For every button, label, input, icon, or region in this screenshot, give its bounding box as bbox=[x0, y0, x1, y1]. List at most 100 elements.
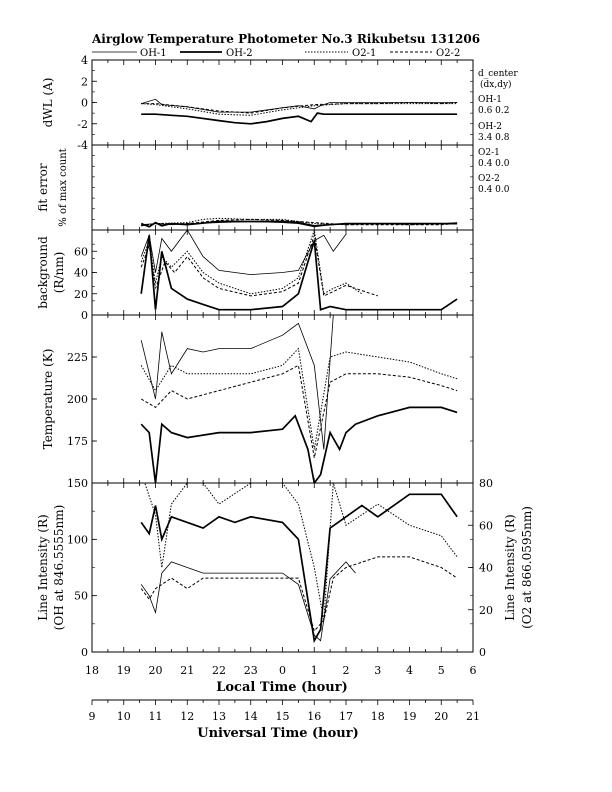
panel-temperature: 175 200 225 Temperature (K) bbox=[41, 314, 474, 484]
universal-time-tick-label: 13 bbox=[212, 710, 226, 723]
universal-time-tick-label: 14 bbox=[244, 710, 258, 723]
y-tick-label-line_intensity: 150 bbox=[67, 477, 88, 490]
universal-time-tick-label: 11 bbox=[149, 710, 163, 723]
universal-time-tick-label: 20 bbox=[434, 710, 448, 723]
side-info-value-oh-2: 3.4 0.8 bbox=[478, 133, 510, 143]
y-tick-label-background: 20 bbox=[74, 288, 88, 301]
side-info-name-o2-1: O2-1 bbox=[478, 148, 500, 158]
panel-dwl: -4 -2 0 2 4 dWL (A) bbox=[41, 54, 474, 152]
panel-frame-line_intensity bbox=[91, 482, 474, 653]
legend-label-o2-2: O2-2 bbox=[436, 48, 460, 59]
universal-time-tick-label: 18 bbox=[371, 710, 385, 723]
series-line-temperature-o2-2 bbox=[140, 364, 458, 458]
y-axis-label-background: background bbox=[36, 236, 50, 309]
series-line-line_intensity-oh-2 bbox=[140, 493, 458, 644]
local-time-tick-label: 4 bbox=[406, 664, 413, 677]
local-time-axis-label: Local Time (hour) bbox=[216, 680, 348, 695]
y-tick-label-right-line_intensity: 0 bbox=[479, 646, 486, 659]
universal-time-tick-label: 17 bbox=[339, 710, 353, 723]
y-tick-label-background: 60 bbox=[74, 245, 88, 258]
local-time-tick-label: 2 bbox=[343, 664, 350, 677]
local-time-tick-label: 5 bbox=[438, 664, 445, 677]
series-line-background-o2-2 bbox=[140, 235, 378, 297]
series-line-line_intensity-o2-2 bbox=[140, 556, 458, 632]
y-tick-label-temperature: 200 bbox=[67, 393, 88, 406]
y-axis-label-temperature: Temperature (K) bbox=[41, 349, 55, 450]
local-time-tick-label: 19 bbox=[117, 664, 131, 677]
universal-time-tick-label: 21 bbox=[466, 710, 480, 723]
local-time-tick-labels: 18 19 20 21 22 23 0 1 2 3 4 5 6 bbox=[85, 664, 477, 677]
series-line-dwl-oh-1 bbox=[141, 98, 458, 113]
universal-time-tick-label: 12 bbox=[180, 710, 194, 723]
y-tick-label-right-line_intensity: 40 bbox=[479, 562, 493, 575]
side-info-title: d_center bbox=[478, 69, 518, 79]
series-line-fit_error-o2-1 bbox=[141, 217, 458, 227]
y-axis-sublabel-line_intensity: (OH at 846.5555nm) bbox=[52, 505, 66, 631]
series-line-background-oh-2 bbox=[140, 235, 458, 311]
series-line-fit_error-o2-2 bbox=[141, 218, 458, 227]
local-time-tick-label: 3 bbox=[374, 664, 381, 677]
local-time-tick-label: 6 bbox=[470, 664, 477, 677]
series-line-line_intensity-o2-1 bbox=[144, 483, 458, 621]
y-axis-label-dwl: dWL (A) bbox=[41, 78, 55, 128]
side-info-value-o2-1: 0.4 0.0 bbox=[478, 159, 510, 169]
local-time-tick-label: 1 bbox=[311, 664, 318, 677]
y-tick-label-dwl: 0 bbox=[81, 97, 88, 110]
legend-label-o2-1: O2-1 bbox=[352, 48, 376, 59]
y-tick-label-background: 0 bbox=[81, 309, 88, 322]
panel-frame-fit_error bbox=[91, 144, 474, 231]
y-tick-label-dwl: 2 bbox=[81, 75, 88, 88]
local-time-tick-label: 20 bbox=[149, 664, 163, 677]
local-time-tick-label: 21 bbox=[180, 664, 194, 677]
local-time-tick-label: 18 bbox=[85, 664, 99, 677]
y-tick-label-line_intensity: 0 bbox=[81, 646, 88, 659]
y-tick-label-dwl: -4 bbox=[77, 139, 88, 152]
universal-time-axis-label: Universal Time (hour) bbox=[197, 726, 359, 741]
series-line-temperature-oh-1 bbox=[140, 315, 334, 450]
series-line-background-o2-1 bbox=[140, 230, 363, 295]
side-info-value-oh-1: 0.6 0.2 bbox=[478, 106, 510, 116]
panel-background: 0 20 40 60 background (R/nm) bbox=[36, 229, 474, 322]
side-info-name-oh-1: OH-1 bbox=[478, 95, 502, 105]
y-axis-label-right-line_intensity: Line Intensity (R) bbox=[503, 514, 517, 620]
center-offset-info: d_center (dx,dy) OH-1 0.6 0.2 OH-2 3.4 0… bbox=[478, 69, 518, 195]
y-tick-label-temperature: 175 bbox=[67, 435, 88, 448]
y-tick-label-right-line_intensity: 60 bbox=[479, 519, 493, 532]
legend-label-oh-2: OH-2 bbox=[226, 48, 253, 59]
universal-time-axis: 9 10 11 12 13 14 15 16 17 18 19 20 21 bbox=[89, 699, 480, 723]
side-info-value-o2-2: 0.4 0.0 bbox=[478, 185, 510, 195]
side-info-subtitle: (dx,dy) bbox=[480, 79, 512, 90]
universal-time-tick-label: 19 bbox=[403, 710, 417, 723]
y-axis-sublabel-background: (R/nm) bbox=[52, 252, 66, 294]
y-tick-label-line_intensity: 100 bbox=[67, 533, 88, 546]
panel-fit_error: fit error % of max count bbox=[36, 144, 474, 231]
y-tick-label-temperature: 225 bbox=[67, 351, 88, 364]
figure-date: 131206 bbox=[430, 32, 480, 46]
series-line-dwl-o2-2 bbox=[141, 101, 458, 114]
series-line-line_intensity-oh-1 bbox=[140, 561, 356, 642]
local-time-tick-label: 0 bbox=[279, 664, 286, 677]
universal-time-tick-label: 15 bbox=[276, 710, 290, 723]
legend: OH-1 OH-2 O2-1 O2-2 bbox=[92, 48, 460, 59]
series-line-temperature-o2-1 bbox=[140, 347, 458, 450]
side-info-name-o2-2: O2-2 bbox=[478, 174, 500, 184]
series-line-fit_error-oh-2 bbox=[140, 220, 458, 228]
local-time-tick-label: 23 bbox=[244, 664, 258, 677]
universal-time-tick-label: 10 bbox=[117, 710, 131, 723]
y-axis-sublabel-fit_error: % of max count bbox=[58, 148, 69, 226]
y-axis-label-line_intensity: Line Intensity (R) bbox=[36, 514, 50, 620]
y-axis-sublabel-right-line_intensity: (O2 at 866.0595nm) bbox=[520, 506, 534, 629]
y-axis-label-fit_error: fit error bbox=[36, 163, 50, 211]
panel-frame-temperature bbox=[91, 314, 474, 484]
y-tick-label-dwl: -2 bbox=[77, 118, 88, 131]
y-tick-label-background: 40 bbox=[74, 267, 88, 280]
universal-time-tick-label: 9 bbox=[89, 710, 96, 723]
local-time-tick-label: 22 bbox=[212, 664, 226, 677]
y-tick-label-right-line_intensity: 20 bbox=[479, 604, 493, 617]
legend-label-oh-1: OH-1 bbox=[140, 48, 167, 59]
side-info-name-oh-2: OH-2 bbox=[478, 122, 502, 132]
chart-panels: -4 -2 0 2 4 dWL (A) fit error % of max count 0 20… bbox=[36, 54, 534, 659]
universal-time-tick-label: 16 bbox=[307, 710, 321, 723]
